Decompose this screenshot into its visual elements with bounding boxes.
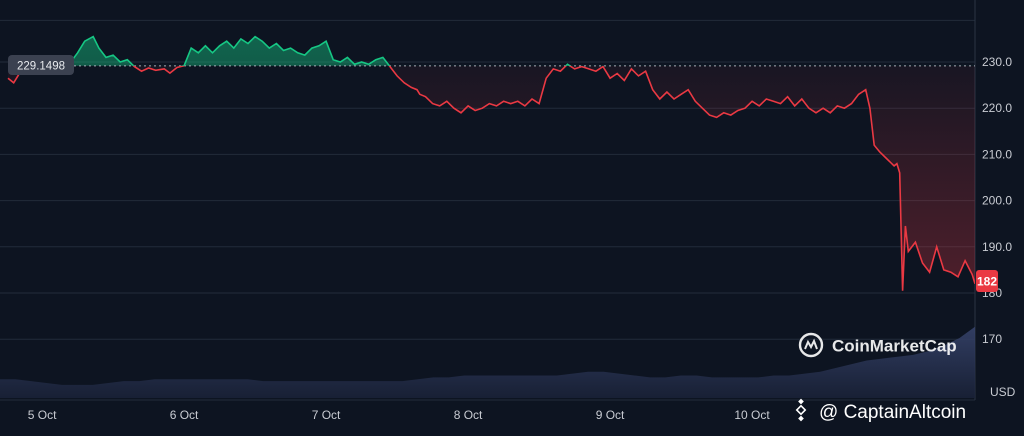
x-tick-label: 6 Oct: [170, 408, 199, 422]
y-tick-label: 170: [982, 332, 1002, 346]
grid-lines: [0, 0, 976, 401]
x-tick-label: 8 Oct: [454, 408, 483, 422]
last-price-value: 182: [977, 275, 997, 289]
x-tick-label: 5 Oct: [28, 408, 57, 422]
coinmarketcap-watermark: CoinMarketCap: [798, 332, 957, 358]
baseline-label: 229.1498: [8, 55, 74, 75]
y-tick-label: 190.0: [982, 240, 1012, 254]
y-tick-label: 210.0: [982, 147, 1012, 161]
baseline-value-label: 229.1498: [17, 61, 65, 73]
area-above-baseline: [8, 36, 975, 66]
y-tick-label: 200.0: [982, 194, 1012, 208]
volume-area: [0, 326, 975, 398]
captainaltcoin-watermark: @ CaptainAltcoin: [795, 398, 966, 423]
price-areas: [8, 36, 975, 291]
captainaltcoin-text: @ CaptainAltcoin: [819, 402, 966, 423]
coinmarketcap-logo-icon: [798, 332, 824, 358]
last-price-label: 182: [976, 270, 998, 292]
area-below-baseline: [8, 65, 975, 291]
currency-label: USD: [990, 385, 1016, 399]
x-tick-label: 10 Oct: [734, 408, 770, 422]
volume-bars: [0, 326, 975, 398]
price-lines: [7, 35, 975, 291]
x-tick-label: 9 Oct: [596, 408, 625, 422]
x-tick-label: 7 Oct: [312, 408, 341, 422]
y-tick-label: 230.0: [982, 55, 1012, 69]
y-tick-label: 220.0: [982, 101, 1012, 115]
price-line-down: [7, 65, 975, 291]
coinmarketcap-text: CoinMarketCap: [832, 337, 957, 356]
binance-logo-icon: [795, 398, 807, 422]
